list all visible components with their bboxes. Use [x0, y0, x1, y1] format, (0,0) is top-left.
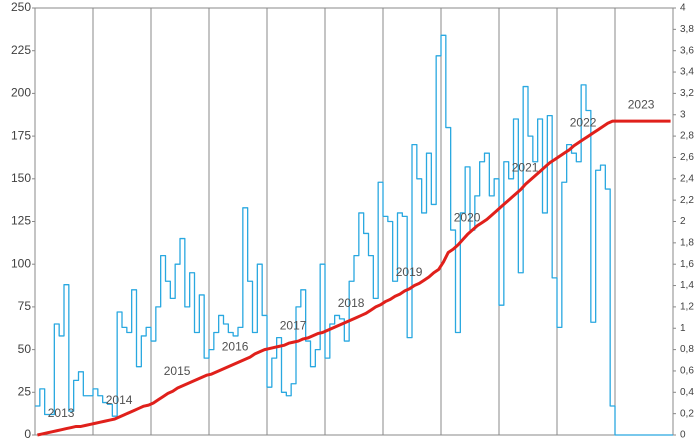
y2-tick-label: 2 [680, 216, 686, 227]
y2-tick-label: 1,8 [680, 237, 694, 248]
y2-tick-label: 1,4 [680, 280, 694, 291]
year-annotation: 2014 [106, 393, 133, 407]
y-tick-label: 25 [18, 384, 32, 398]
series-line [37, 119, 671, 437]
year-annotation: 2016 [222, 340, 249, 354]
y2-tick-label: 1,2 [680, 302, 694, 313]
plot-frame [34, 7, 674, 436]
series-line [35, 34, 673, 436]
y-tick-label: 75 [18, 299, 32, 313]
y2-tick-label: 2,2 [680, 195, 694, 206]
y2-tick-label: 3,2 [680, 88, 694, 99]
y2-tick-label: 3 [680, 109, 686, 120]
year-annotation: 2015 [164, 364, 191, 378]
y2-tick-label: 1 [680, 323, 686, 334]
year-annotation: 2022 [570, 115, 597, 129]
y2-tick-label: 2,8 [680, 131, 694, 142]
y-tick-label: 250 [11, 0, 31, 14]
year-annotation: 2018 [338, 296, 365, 310]
year-annotation: 2021 [512, 160, 539, 174]
y-tick-label: 175 [11, 128, 31, 142]
y2-tick-label: 3,6 [680, 45, 694, 56]
y2-tick-label: 0,2 [680, 408, 694, 419]
y-tick-label: 50 [18, 342, 32, 356]
y2-tick-label: 2,4 [680, 173, 694, 184]
year-annotation: 2023 [628, 97, 655, 111]
y-tick-label: 125 [11, 214, 31, 228]
year-annotation: 2013 [48, 406, 75, 420]
y-tick-label: 100 [11, 256, 31, 270]
y-tick-label: 0 [24, 427, 31, 441]
y2-tick-label: 1,6 [680, 259, 694, 270]
y2-tick-label: 0,6 [680, 366, 694, 377]
y2-tick-label: 0,8 [680, 344, 694, 355]
y2-tick-label: 3,8 [680, 24, 694, 35]
y-tick-label: 225 [11, 43, 31, 57]
y2-tick-label: 4 [680, 3, 686, 14]
y2-tick-label: 0,4 [680, 387, 694, 398]
y2-tick-label: 0 [680, 430, 686, 441]
y2-tick-label: 3,4 [680, 67, 694, 78]
y2-tick-label: 2,6 [680, 152, 694, 163]
year-annotation: 2019 [396, 265, 423, 279]
y-tick-label: 200 [11, 86, 31, 100]
year-annotation: 2020 [454, 210, 481, 224]
year-annotation: 2017 [280, 318, 307, 332]
y-tick-label: 150 [11, 171, 31, 185]
